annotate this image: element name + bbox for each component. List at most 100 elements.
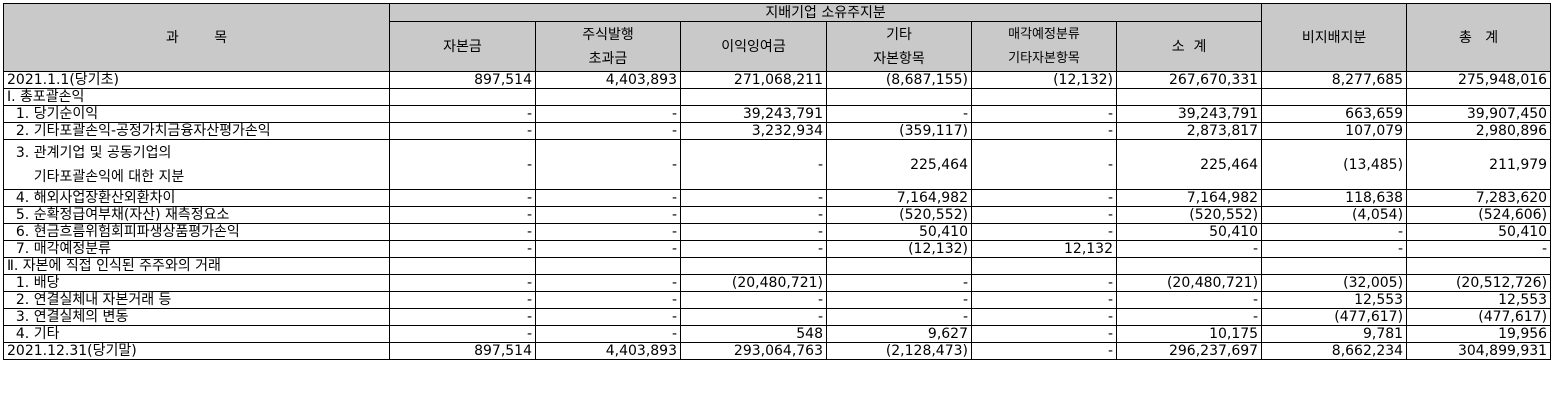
cell-value: [826, 257, 972, 275]
table-row: 7. 매각예정분류 - - - (12,132) 12,132- - -: [3, 240, 1552, 258]
cell-value: 304,899,931: [1406, 342, 1552, 360]
row-label: 6. 현금흐름위험회피파생상품평가손익: [3, 223, 390, 241]
cell-value: -: [1261, 240, 1408, 258]
cell-value: 7,164,982: [1115, 189, 1263, 207]
cell-value: 50,410: [1406, 223, 1552, 241]
cell-value: -: [680, 291, 827, 309]
nci-header: 비지배지분: [1261, 3, 1408, 72]
table-row: 3. 관계기업 및 공동기업의 기타포괄손익에 대한 지분 - - -225,464-…: [3, 139, 1552, 190]
cell-value: [1115, 257, 1263, 275]
cell-value: -: [826, 105, 972, 123]
cell-value: -: [971, 206, 1117, 224]
cell-value: 7,164,982: [826, 189, 972, 207]
cell-value: [389, 88, 536, 106]
cell-value: 12,553: [1406, 291, 1552, 309]
table-row: 1. 당기순이익 - -39,243,791- -39,243,791 663,659 3…: [3, 105, 1552, 123]
cell-value: -: [826, 291, 972, 309]
cell-value: 39,243,791: [680, 105, 827, 123]
row-label: 2. 기타포괄손익-공정가치금융자산평가손익: [3, 122, 390, 140]
cell-value: (2,128,473): [826, 342, 972, 360]
row-label: Ⅰ. 총포괄손익: [3, 88, 390, 106]
cell-value: 897,514: [389, 71, 536, 89]
cell-value: 4,403,893: [535, 342, 681, 360]
cell-value: -: [535, 105, 681, 123]
cell-value: [1406, 88, 1552, 106]
cell-value: [826, 88, 972, 106]
cell-value: -: [389, 325, 536, 343]
cell-value: (8,687,155): [826, 71, 972, 89]
cell-value: 897,514: [389, 342, 536, 360]
cell-value: -: [389, 122, 536, 140]
cell-value: -: [1115, 291, 1263, 309]
col-header-other-capital: 기타 자본항목: [826, 21, 972, 72]
cell-value: 39,907,450: [1406, 105, 1552, 123]
total-header: 총 계: [1406, 3, 1552, 72]
cell-value: (520,552): [1115, 206, 1263, 224]
row-label: 7. 매각예정분류: [3, 240, 390, 258]
cell-value: -: [535, 291, 681, 309]
cell-value: 225,464: [1115, 139, 1263, 190]
cell-value: [680, 257, 827, 275]
cell-value: [389, 257, 536, 275]
cell-value: -: [680, 189, 827, 207]
cell-value: 293,064,763: [680, 342, 827, 360]
cell-value: 9,781: [1261, 325, 1408, 343]
cell-value: 10,175: [1115, 325, 1263, 343]
table-row: 1. 배당 - - (20,480,721) - - (20,480,721) (32,005…: [3, 274, 1552, 292]
cell-value: (4,054): [1261, 206, 1408, 224]
header-row-1: 과 목 지배기업 소유주지분 비지배지분 총 계: [3, 3, 1552, 72]
row-label: 4. 기타: [3, 325, 390, 343]
cell-value: [535, 88, 681, 106]
cell-value: -: [389, 291, 536, 309]
equity-statement-table: 과 목 지배기업 소유주지분 비지배지분 총 계 자본금 주식발행 초과금 이익잉…: [3, 3, 1552, 360]
cell-value: -: [389, 308, 536, 326]
cell-value: -: [389, 105, 536, 123]
cell-value: -: [971, 274, 1117, 292]
row-label: 4. 해외사업장환산외환차이: [3, 189, 390, 207]
cell-value: 663,659: [1261, 105, 1408, 123]
cell-value: [1261, 88, 1408, 106]
cell-value: -: [971, 105, 1117, 123]
cell-value: -: [1115, 308, 1263, 326]
cell-value: 267,670,331: [1115, 71, 1263, 89]
cell-value: (477,617): [1406, 308, 1552, 326]
row-label: Ⅱ. 자본에 직접 인식된 주주와의 거래: [3, 257, 390, 275]
cell-value: 211,979: [1406, 139, 1552, 190]
table-row: 2. 기타포괄손익-공정가치금융자산평가손익 - -3,232,934 (359,11…: [3, 122, 1552, 140]
table-row: 2021.1.1(당기초) 897,514 4,403,893 271,068,211…: [3, 71, 1552, 89]
table-row: 5. 순확정급여부채(자산) 재측정요소 - - - (520,552) - (520,55…: [3, 206, 1552, 224]
cell-value: [1115, 88, 1263, 106]
cell-value: -: [971, 342, 1117, 360]
cell-value: (20,480,721): [1115, 274, 1263, 292]
cell-value: -: [971, 189, 1117, 207]
cell-value: -: [971, 308, 1117, 326]
cell-value: (359,117): [826, 122, 972, 140]
cell-value: -: [680, 240, 827, 258]
cell-value: 7,283,620: [1406, 189, 1552, 207]
row-label: 3. 관계기업 및 공동기업의 기타포괄손익에 대한 지분: [3, 139, 390, 190]
col-header-retained-earnings: 이익잉여금: [680, 21, 827, 72]
cell-value: 2,873,817: [1115, 122, 1263, 140]
cell-value: (12,132): [971, 71, 1117, 89]
cell-value: 8,277,685: [1261, 71, 1408, 89]
cell-value: (477,617): [1261, 308, 1408, 326]
cell-value: -: [389, 274, 536, 292]
cell-value: 2,980,896: [1406, 122, 1552, 140]
cell-value: 548: [680, 325, 827, 343]
table-row: 3. 연결실체의 변동 - - - - - - (477,617) (477,617): [3, 308, 1552, 326]
cell-value: -: [971, 291, 1117, 309]
cell-value: (13,485): [1261, 139, 1408, 190]
cell-value: (520,552): [826, 206, 972, 224]
row-label: 3. 연결실체의 변동: [3, 308, 390, 326]
cell-value: -: [1261, 223, 1408, 241]
table-row: Ⅱ. 자본에 직접 인식된 주주와의 거래: [3, 257, 1552, 275]
cell-value: 3,232,934: [680, 122, 827, 140]
row-label: 2021.12.31(당기말): [3, 342, 390, 360]
cell-value: [1261, 257, 1408, 275]
cell-value: -: [971, 122, 1117, 140]
cell-value: [971, 88, 1117, 106]
cell-value: -: [680, 223, 827, 241]
col-header-held-for-sale: 매각예정분류 기타자본항목: [971, 21, 1117, 72]
row-label: 5. 순확정급여부채(자산) 재측정요소: [3, 206, 390, 224]
cell-value: 50,410: [1115, 223, 1263, 241]
